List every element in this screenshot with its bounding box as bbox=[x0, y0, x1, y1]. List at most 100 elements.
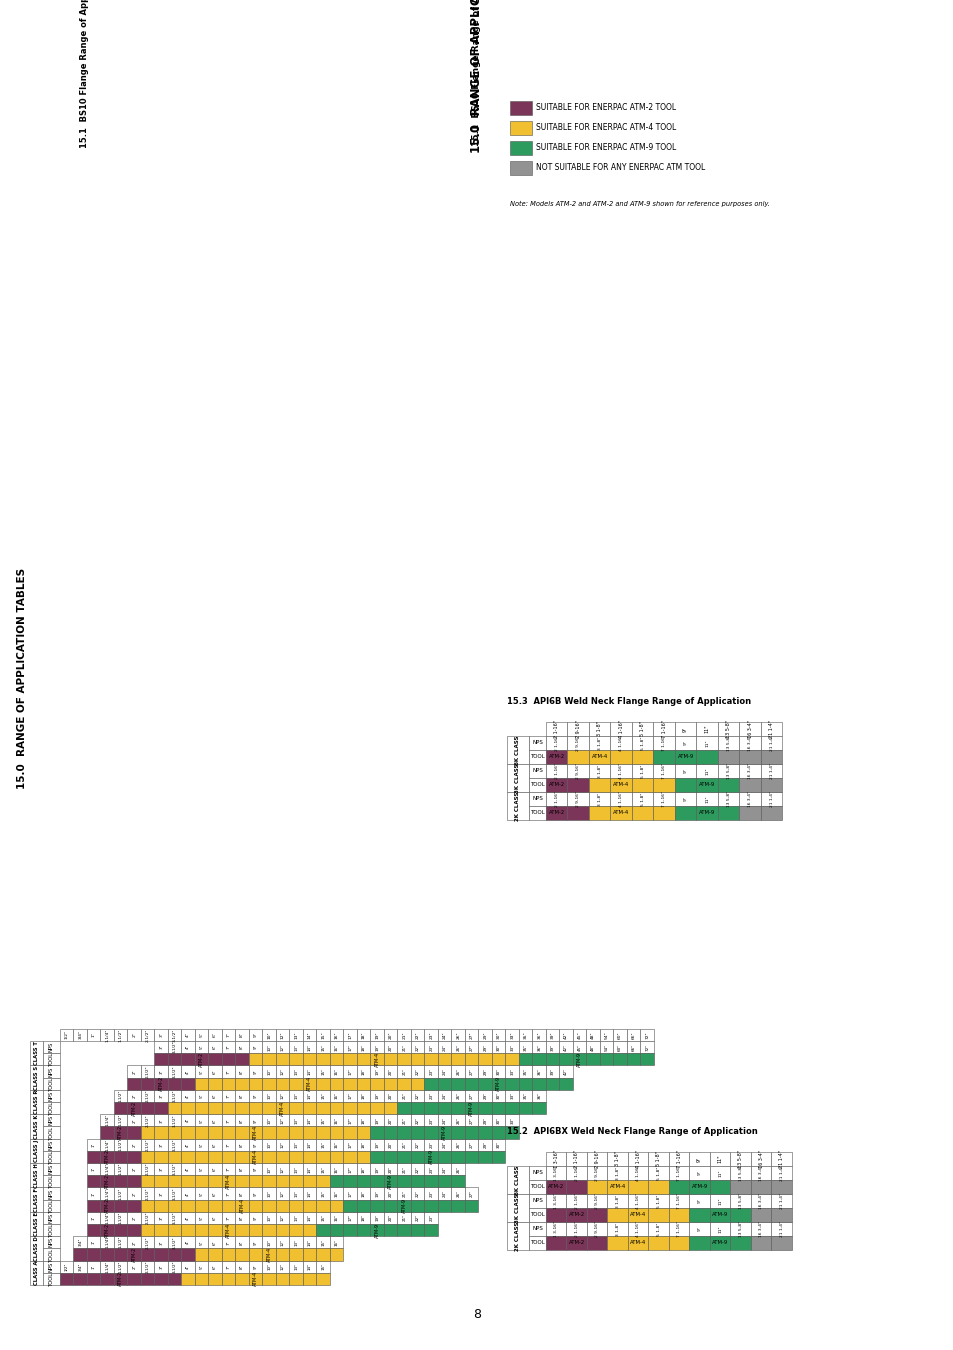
Bar bbox=[506, 1193, 529, 1222]
Text: TOOL: TOOL bbox=[49, 1174, 54, 1188]
Bar bbox=[128, 1176, 141, 1188]
Bar bbox=[303, 1041, 316, 1053]
Bar bbox=[370, 1212, 384, 1224]
Text: ATM-9: ATM-9 bbox=[388, 1173, 393, 1189]
Bar bbox=[424, 1162, 437, 1176]
Text: 1": 1" bbox=[91, 1265, 95, 1269]
Bar bbox=[316, 1200, 330, 1212]
Bar bbox=[709, 1152, 730, 1166]
Bar bbox=[343, 1200, 356, 1212]
Bar bbox=[545, 778, 567, 792]
Bar bbox=[168, 1126, 181, 1138]
Bar bbox=[73, 1261, 87, 1273]
Text: NPS: NPS bbox=[532, 1170, 542, 1176]
Bar bbox=[113, 1212, 128, 1224]
Bar bbox=[262, 1029, 275, 1041]
Bar bbox=[194, 1065, 209, 1077]
Bar bbox=[718, 751, 739, 764]
Bar bbox=[43, 1102, 60, 1114]
Bar bbox=[343, 1212, 356, 1224]
Bar bbox=[566, 1208, 586, 1222]
Bar bbox=[343, 1065, 356, 1077]
Text: 8": 8" bbox=[240, 1142, 244, 1148]
Bar bbox=[235, 1162, 249, 1176]
Bar bbox=[275, 1029, 289, 1041]
Bar bbox=[275, 1188, 289, 1200]
Bar bbox=[437, 1200, 451, 1212]
Bar bbox=[545, 1041, 558, 1053]
Bar bbox=[384, 1162, 397, 1176]
Bar bbox=[750, 1180, 771, 1193]
Text: 4 1-16": 4 1-16" bbox=[636, 1220, 639, 1237]
Bar bbox=[113, 1089, 128, 1102]
Bar bbox=[653, 778, 675, 792]
Text: 6": 6" bbox=[213, 1142, 217, 1148]
Bar bbox=[356, 1065, 370, 1077]
Text: 4": 4" bbox=[186, 1118, 190, 1122]
Bar bbox=[113, 1273, 128, 1285]
Text: 9": 9" bbox=[253, 1118, 257, 1123]
Bar bbox=[411, 1029, 424, 1041]
Bar bbox=[209, 1162, 222, 1176]
Bar bbox=[384, 1053, 397, 1065]
Text: 6": 6" bbox=[213, 1118, 217, 1123]
Bar bbox=[343, 1224, 356, 1237]
Bar bbox=[696, 778, 718, 792]
Text: ATM-9: ATM-9 bbox=[711, 1212, 727, 1218]
Bar bbox=[464, 1150, 478, 1162]
Bar bbox=[397, 1224, 411, 1237]
Bar bbox=[411, 1188, 424, 1200]
Text: 1-1/2": 1-1/2" bbox=[118, 1029, 123, 1042]
Bar bbox=[424, 1053, 437, 1065]
Text: 16 3-4": 16 3-4" bbox=[747, 791, 752, 807]
Bar bbox=[424, 1212, 437, 1224]
Bar bbox=[545, 1053, 558, 1065]
Bar bbox=[750, 1237, 771, 1250]
Bar bbox=[437, 1102, 451, 1114]
Text: ATM-2: ATM-2 bbox=[118, 1272, 123, 1287]
Bar bbox=[222, 1249, 235, 1261]
Bar bbox=[209, 1249, 222, 1261]
Text: 10": 10" bbox=[267, 1092, 271, 1099]
Bar bbox=[478, 1150, 492, 1162]
Bar bbox=[128, 1138, 141, 1150]
Bar bbox=[648, 1208, 668, 1222]
Bar bbox=[154, 1237, 168, 1249]
Bar bbox=[370, 1053, 384, 1065]
Text: 9": 9" bbox=[683, 741, 687, 745]
Text: CLASS F: CLASS F bbox=[34, 1188, 39, 1211]
Text: ATM-4: ATM-4 bbox=[307, 1076, 312, 1091]
Bar bbox=[100, 1261, 113, 1273]
Bar bbox=[492, 1029, 505, 1041]
Text: 1/2": 1/2" bbox=[65, 1262, 69, 1270]
Bar bbox=[235, 1138, 249, 1150]
Bar bbox=[181, 1150, 194, 1162]
Text: 3-1/2": 3-1/2" bbox=[172, 1162, 176, 1176]
Bar bbox=[343, 1077, 356, 1089]
Bar bbox=[492, 1138, 505, 1150]
Text: 24": 24" bbox=[442, 1165, 446, 1173]
Bar bbox=[100, 1126, 113, 1138]
Bar bbox=[128, 1114, 141, 1126]
Text: 11": 11" bbox=[718, 1197, 721, 1204]
Bar bbox=[529, 792, 545, 806]
Text: 35": 35" bbox=[523, 1068, 527, 1075]
Text: 5": 5" bbox=[199, 1265, 204, 1269]
Text: 14": 14" bbox=[308, 1165, 312, 1173]
Bar bbox=[464, 1188, 478, 1200]
Bar bbox=[586, 1237, 607, 1250]
Bar bbox=[545, 764, 567, 778]
Text: 1 3-16": 1 3-16" bbox=[554, 1193, 558, 1210]
Bar bbox=[43, 1077, 60, 1089]
Text: 1-1/2": 1-1/2" bbox=[118, 1187, 123, 1200]
Text: 14": 14" bbox=[308, 1116, 312, 1123]
Bar bbox=[478, 1029, 492, 1041]
Text: 7 1-16": 7 1-16" bbox=[661, 791, 665, 807]
Bar bbox=[262, 1065, 275, 1077]
Text: 14": 14" bbox=[308, 1068, 312, 1075]
Text: NPS: NPS bbox=[49, 1261, 54, 1272]
Text: 11": 11" bbox=[718, 1169, 721, 1177]
Bar bbox=[545, 1166, 566, 1180]
Bar bbox=[492, 1065, 505, 1077]
Bar bbox=[771, 1237, 791, 1250]
